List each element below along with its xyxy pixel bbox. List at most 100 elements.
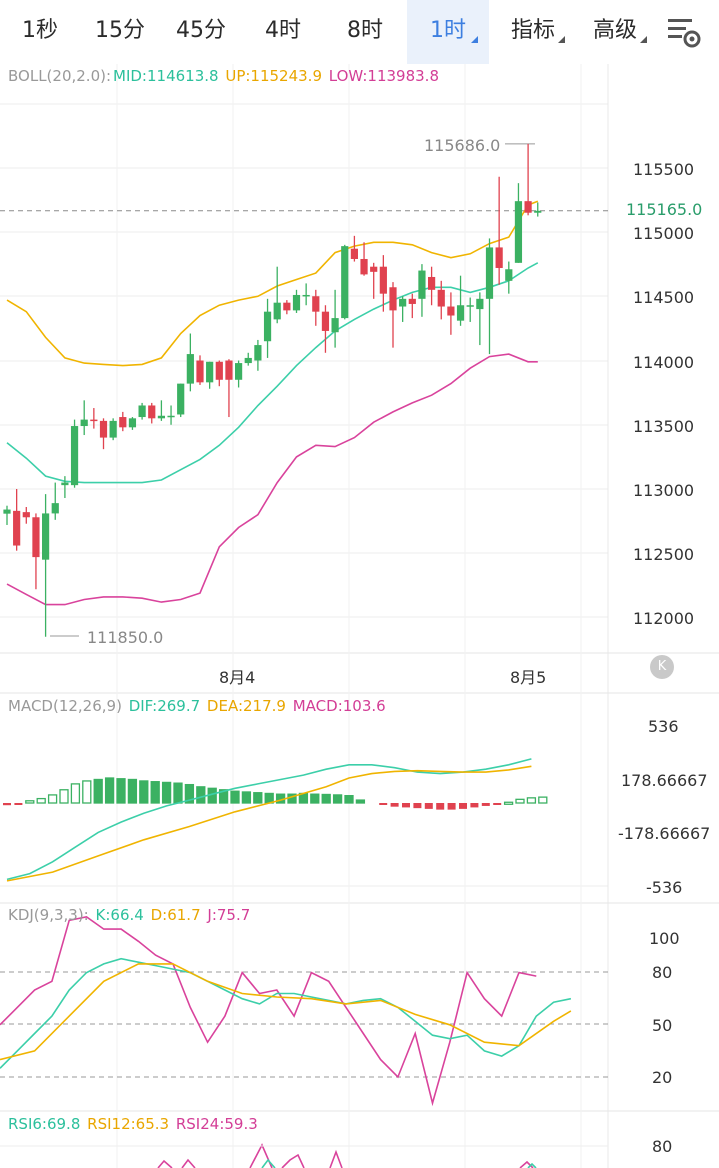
macd-bar	[390, 803, 399, 807]
tab-label: 15分	[95, 18, 145, 43]
candle-body	[119, 417, 127, 428]
tab-4h[interactable]: 4时	[242, 0, 324, 64]
macd-value: MACD:103.6	[292, 697, 386, 715]
chart-settings-icon[interactable]	[664, 14, 704, 50]
candle-body	[428, 276, 436, 290]
candle-body	[167, 415, 175, 418]
macd-bar	[402, 803, 410, 808]
candle-body	[302, 294, 310, 297]
rsi24-value: RSI24:59.3	[175, 1115, 258, 1133]
macd-dea-line	[6, 765, 532, 882]
macd-bar	[82, 780, 92, 804]
rsi-panel	[0, 1143, 608, 1168]
tab-indicators[interactable]: 指标	[494, 0, 572, 64]
boll-lower-line	[6, 353, 538, 606]
tab-15m[interactable]: 15分	[80, 0, 160, 64]
kdj-y-tick: 20	[652, 1068, 673, 1087]
candle-body	[399, 298, 407, 307]
macd-bar	[14, 803, 23, 805]
macd-bar	[150, 781, 160, 804]
high-price-label: 115686.0	[424, 136, 501, 155]
rsi-legend: RSI6:69.8 RSI12:65.3 RSI24:59.3	[8, 1115, 260, 1133]
candle-body	[254, 345, 262, 361]
tab-label: 指标	[510, 18, 555, 43]
tab-8h[interactable]: 8时	[324, 0, 406, 64]
boll-upper-line	[6, 200, 539, 367]
macd-bar	[310, 793, 320, 804]
kdj-d-value: D:61.7	[150, 906, 201, 924]
candle-body	[292, 294, 301, 311]
kdj-label: KDJ(9,3,3):	[8, 906, 89, 924]
candle-body	[534, 210, 542, 213]
kdj-y-tick: 50	[652, 1016, 673, 1035]
rsi-y-tick: 80	[652, 1137, 673, 1156]
macd-bar	[59, 789, 69, 804]
candle-body	[235, 363, 243, 380]
macd-dea-value: DEA:217.9	[206, 697, 286, 715]
tab-advanced[interactable]: 高级	[576, 0, 654, 64]
candle-body	[389, 287, 397, 311]
candle-body	[32, 517, 40, 558]
candle-body	[408, 298, 416, 304]
y-tick: 112500	[633, 545, 695, 564]
dropdown-triangle-icon	[558, 36, 565, 43]
macd-y-tick: -536	[646, 878, 683, 897]
macd-bar	[344, 795, 354, 804]
macd-bar	[3, 803, 11, 806]
macd-bar	[218, 789, 229, 804]
candle-body	[263, 311, 272, 342]
k-line-button[interactable]: K	[650, 655, 674, 679]
candle-body	[42, 513, 50, 560]
candle-body	[312, 296, 320, 312]
candle-body	[80, 419, 88, 427]
macd-bar	[493, 803, 502, 805]
macd-bar	[230, 790, 240, 804]
rsi6-value: RSI6:69.8	[8, 1115, 81, 1133]
macd-bar	[139, 780, 149, 804]
tab-label: 1时	[430, 18, 466, 43]
candle-body	[447, 306, 455, 316]
kdj-y-tick: 80	[652, 963, 673, 982]
candle-body	[360, 258, 368, 275]
current-price-tag: 115165.0	[612, 198, 719, 224]
date-label: 8月5	[510, 668, 547, 687]
y-tick: 112000	[633, 609, 695, 628]
candle-body	[505, 269, 513, 281]
rsi6-line	[261, 1158, 537, 1168]
candle-body	[456, 305, 465, 321]
macd-bar	[127, 778, 138, 804]
candle-body	[22, 512, 30, 518]
macd-bar	[321, 793, 331, 804]
candle-body	[61, 482, 69, 486]
tab-45m[interactable]: 45分	[160, 0, 242, 64]
macd-y-tick: 178.66667	[621, 771, 708, 790]
macd-bar	[470, 803, 479, 808]
macd-bar	[413, 803, 422, 809]
candle-body	[3, 509, 11, 514]
tab-1h[interactable]: 1时	[407, 0, 489, 64]
kdj-panel	[0, 916, 608, 1107]
rsi12-value: RSI12:65.3	[87, 1115, 170, 1133]
macd-bar	[332, 794, 343, 804]
macd-bar	[538, 796, 548, 804]
kdj-y-tick: 100	[649, 929, 680, 948]
candle-body	[370, 266, 378, 272]
candle-body	[437, 289, 445, 307]
candle-body	[466, 305, 474, 307]
candle-body	[341, 246, 349, 319]
macd-bar	[36, 797, 46, 804]
low-price-label: 111850.0	[87, 628, 164, 647]
candle-body	[70, 426, 79, 486]
candle-body	[128, 418, 137, 428]
macd-label: MACD(12,26,9)	[8, 697, 122, 715]
y-tick: 115500	[633, 160, 695, 179]
macd-bar	[253, 792, 263, 804]
y-tick: 113000	[633, 481, 695, 500]
tab-1s[interactable]: 1秒	[0, 0, 80, 64]
candle-body	[379, 266, 387, 294]
candle-body	[524, 201, 532, 213]
dropdown-triangle-icon	[640, 36, 647, 43]
macd-bar	[196, 786, 206, 804]
dropdown-triangle-icon	[471, 36, 478, 43]
